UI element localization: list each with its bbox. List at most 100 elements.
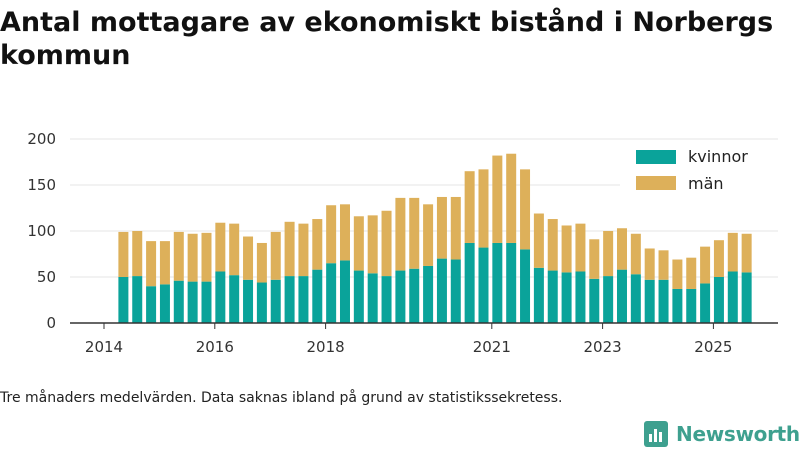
bar-kvinnor [603, 276, 614, 323]
bar-kvinnor [713, 277, 724, 323]
bar-man [589, 239, 600, 279]
legend-swatch-man [636, 176, 676, 190]
bar-man [436, 196, 447, 259]
bar-man [367, 215, 378, 274]
x-tick-label: 2025 [694, 338, 732, 356]
bar-kvinnor [506, 242, 517, 323]
x-axis: 2014 2016 2018 2021 2023 2025 [85, 323, 732, 356]
brand-name: Newsworthy [676, 422, 800, 446]
bars [118, 153, 752, 323]
bar-kvinnor [630, 274, 641, 323]
bar-man [243, 236, 254, 280]
bar-man [215, 222, 226, 272]
y-tick-label: 200 [27, 130, 56, 148]
bar-kvinnor [146, 286, 157, 323]
bar-man [492, 155, 503, 243]
bar-kvinnor [686, 288, 697, 323]
bar-man [700, 246, 711, 284]
bar-kvinnor [159, 284, 170, 323]
bar-man [561, 225, 572, 273]
bar-man [284, 221, 295, 277]
bar-man [146, 241, 157, 287]
bar-kvinnor [672, 288, 683, 323]
x-tick-label: 2021 [473, 338, 511, 356]
legend-swatch-kvinnor [636, 150, 676, 164]
bar-man [298, 223, 309, 277]
bar-man [741, 233, 752, 273]
y-axis: 0 50 100 150 200 [27, 130, 56, 332]
bar-man [450, 196, 461, 260]
bar-kvinnor [575, 271, 586, 323]
bar-kvinnor [298, 276, 309, 323]
bar-man [658, 250, 669, 280]
bar-kvinnor [589, 278, 600, 323]
legend-label-kvinnor: kvinnor [688, 147, 748, 166]
bar-man [353, 216, 364, 271]
bar-kvinnor [118, 277, 129, 323]
bar-kvinnor [450, 259, 461, 323]
y-tick-label: 100 [27, 222, 56, 240]
bar-man [409, 197, 420, 269]
bar-kvinnor [284, 276, 295, 323]
bar-man [575, 223, 586, 272]
bar-kvinnor [464, 242, 475, 323]
chart-title: Antal mottagare av ekonomiskt bistånd i … [0, 7, 774, 71]
bar-man [464, 171, 475, 243]
bar-man [229, 223, 240, 276]
bar-man [326, 205, 337, 264]
newsworthy-icon [644, 421, 668, 447]
bar-kvinnor [132, 276, 143, 323]
bar-man [132, 231, 143, 277]
bar-kvinnor [339, 260, 350, 323]
bar-kvinnor [312, 269, 323, 323]
bar-kvinnor [520, 249, 531, 323]
x-tick-label: 2016 [196, 338, 234, 356]
bar-man [118, 231, 129, 277]
bar-man [506, 153, 517, 243]
bar-kvinnor [658, 279, 669, 323]
bar-man [270, 231, 281, 280]
bar-kvinnor [741, 272, 752, 323]
bar-kvinnor [256, 282, 267, 323]
bar-kvinnor [423, 265, 434, 323]
bar-kvinnor [215, 271, 226, 323]
bar-kvinnor [561, 272, 572, 323]
bar-man [672, 259, 683, 289]
bar-kvinnor [547, 270, 558, 323]
bar-man [644, 248, 655, 280]
bar-man [520, 169, 531, 250]
bar-kvinnor [187, 281, 198, 323]
bar-kvinnor [173, 280, 184, 323]
legend: kvinnor män [620, 143, 778, 201]
bar-kvinnor [381, 276, 392, 323]
bar-kvinnor [395, 270, 406, 323]
bar-kvinnor [533, 267, 544, 323]
bar-kvinnor [436, 258, 447, 323]
bar-man [533, 213, 544, 268]
bar-man [713, 240, 724, 277]
bar-kvinnor [270, 279, 281, 323]
bar-man [686, 257, 697, 289]
y-tick-label: 150 [27, 176, 56, 194]
x-tick-label: 2014 [85, 338, 123, 356]
bar-man [478, 169, 489, 248]
bar-kvinnor [644, 279, 655, 323]
bar-man [256, 242, 267, 283]
brand-logo: Newsworthy [644, 421, 800, 447]
bar-man [381, 210, 392, 277]
bar-kvinnor [700, 283, 711, 323]
bar-kvinnor [727, 271, 738, 323]
bar-man [159, 241, 170, 285]
bar-man [339, 204, 350, 261]
bar-man [630, 233, 641, 275]
bar-man [603, 231, 614, 277]
bar-kvinnor [353, 270, 364, 323]
bar-kvinnor [616, 269, 627, 323]
y-tick-label: 50 [37, 268, 56, 286]
bar-kvinnor [201, 281, 212, 323]
bar-kvinnor [243, 279, 254, 323]
footnote: Tre månaders medelvärden. Data saknas ib… [0, 390, 563, 406]
x-tick-label: 2018 [307, 338, 345, 356]
bar-man [312, 219, 323, 270]
